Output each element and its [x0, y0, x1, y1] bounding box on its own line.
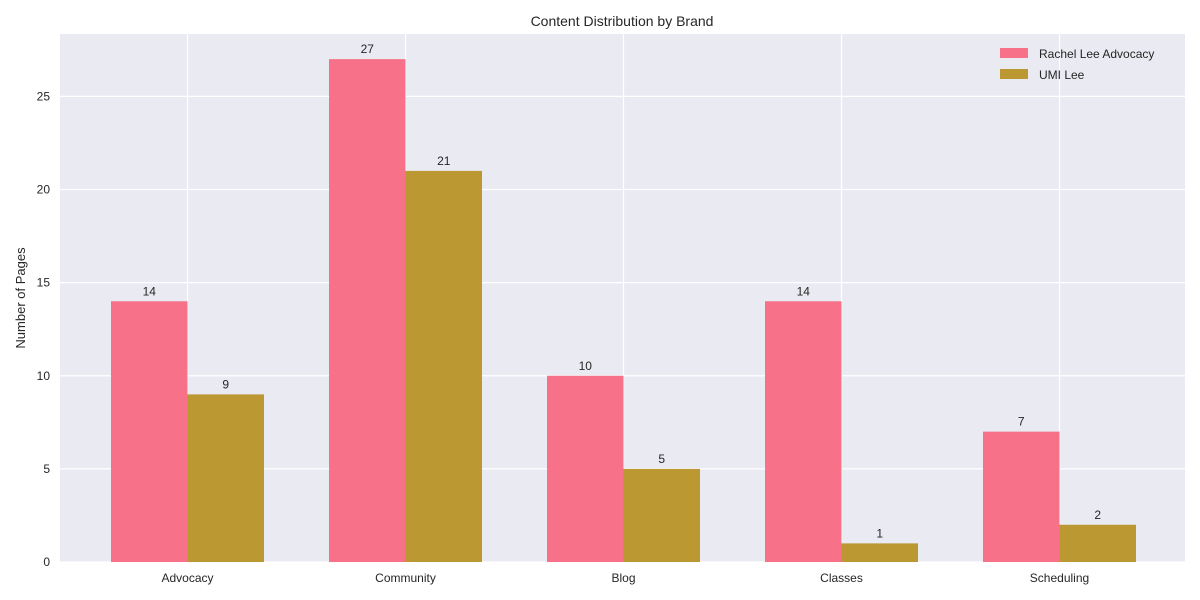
y-tick-label: 20 [37, 183, 51, 197]
x-axis-ticks: Advocacy Community Blog Classes Scheduling [161, 571, 1089, 585]
x-tick-label-blog: Blog [611, 571, 635, 585]
data-label-umi-lee-community: 21 [437, 154, 451, 168]
data-label-umi-lee-blog: 5 [658, 452, 665, 466]
data-label-rachel-lee-advocacy-classes: 14 [797, 284, 811, 298]
data-label-rachel-lee-advocacy-advocacy: 14 [143, 284, 157, 298]
y-tick-label: 15 [37, 276, 51, 290]
y-axis-title: Number of Pages [13, 247, 28, 349]
x-tick-label-community: Community [375, 571, 436, 585]
y-tick-label: 5 [43, 462, 50, 476]
bar-rachel-lee-advocacy-classes [765, 301, 842, 562]
data-label-rachel-lee-advocacy-scheduling: 7 [1018, 415, 1025, 429]
legend: Rachel Lee Advocacy UMI Lee [1000, 47, 1154, 82]
y-tick-label: 0 [43, 555, 50, 569]
data-label-umi-lee-advocacy: 9 [222, 377, 229, 391]
data-label-rachel-lee-advocacy-blog: 10 [579, 359, 593, 373]
bar-rachel-lee-advocacy-blog [547, 375, 624, 562]
bar-rachel-lee-advocacy-scheduling [983, 431, 1060, 562]
x-tick-label-scheduling: Scheduling [1030, 571, 1089, 585]
y-axis-ticks: 0 5 10 15 20 25 [37, 89, 51, 569]
bar-umi-lee-scheduling [1059, 524, 1136, 562]
bar-rachel-lee-advocacy-advocacy [111, 301, 188, 562]
data-label-rachel-lee-advocacy-community: 27 [361, 42, 375, 56]
bar-umi-lee-classes [841, 543, 918, 562]
legend-swatch-rachel-lee-advocacy [1000, 48, 1028, 58]
data-label-umi-lee-classes: 1 [876, 526, 883, 540]
data-labels: 14 27 10 14 7 9 21 5 1 2 [143, 42, 1102, 540]
bars [111, 59, 1136, 563]
bar-umi-lee-community [405, 170, 482, 562]
x-tick-label-advocacy: Advocacy [161, 571, 213, 585]
chart-title: Content Distribution by Brand [531, 13, 714, 29]
bar-umi-lee-advocacy [187, 394, 264, 562]
y-tick-label: 10 [37, 369, 51, 383]
legend-label-umi-lee: UMI Lee [1039, 68, 1085, 82]
legend-swatch-umi-lee [1000, 69, 1028, 79]
y-tick-label: 25 [37, 89, 51, 103]
x-tick-label-classes: Classes [820, 571, 863, 585]
data-label-umi-lee-scheduling: 2 [1094, 508, 1101, 522]
legend-label-rachel-lee-advocacy: Rachel Lee Advocacy [1039, 47, 1154, 61]
bar-umi-lee-blog [623, 468, 700, 562]
bar-rachel-lee-advocacy-community [329, 59, 406, 563]
